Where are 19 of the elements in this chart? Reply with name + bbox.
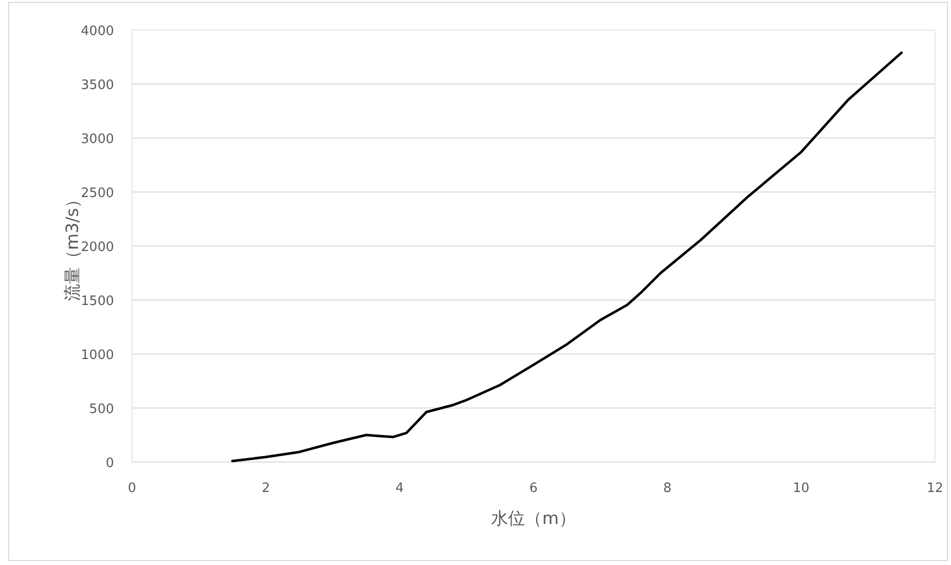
y-axis-title: 流量（m3/s）: [63, 191, 83, 301]
y-tick-label: 3500: [80, 78, 114, 93]
x-tick-label: 8: [663, 481, 672, 496]
y-tick-label: 2000: [80, 240, 114, 255]
y-tick-label: 2500: [80, 186, 114, 201]
line-series: [231, 51, 903, 462]
x-axis-title: 水位（m）: [491, 509, 576, 529]
x-tick-label: 12: [926, 481, 944, 496]
y-tick-label: 500: [89, 402, 114, 417]
y-tick-label: 1500: [80, 294, 114, 309]
y-tick-label: 1000: [80, 348, 114, 363]
x-tick-label: 0: [128, 481, 136, 496]
y-tick-label: 0: [106, 456, 114, 471]
x-tick-label: 4: [396, 481, 404, 496]
x-tick-label: 6: [529, 481, 538, 496]
x-tick-label: 2: [262, 481, 270, 496]
x-tick-label: 10: [792, 481, 810, 496]
y-tick-label: 3000: [80, 132, 114, 147]
y-tick-label: 4000: [80, 24, 114, 39]
